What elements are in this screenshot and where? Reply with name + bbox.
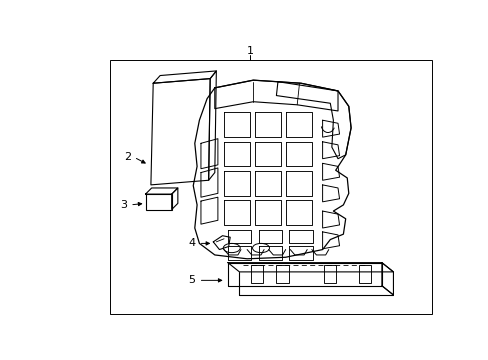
Bar [358,265,370,283]
Text: 2: 2 [124,152,131,162]
Text: 5: 5 [188,275,195,285]
Bar [250,265,263,283]
Bar [110,60,431,314]
Bar [145,194,171,210]
Text: 4: 4 [188,238,195,248]
Bar [324,265,336,283]
Text: 3: 3 [120,200,127,210]
Text: 1: 1 [246,46,253,56]
Bar [276,265,288,283]
